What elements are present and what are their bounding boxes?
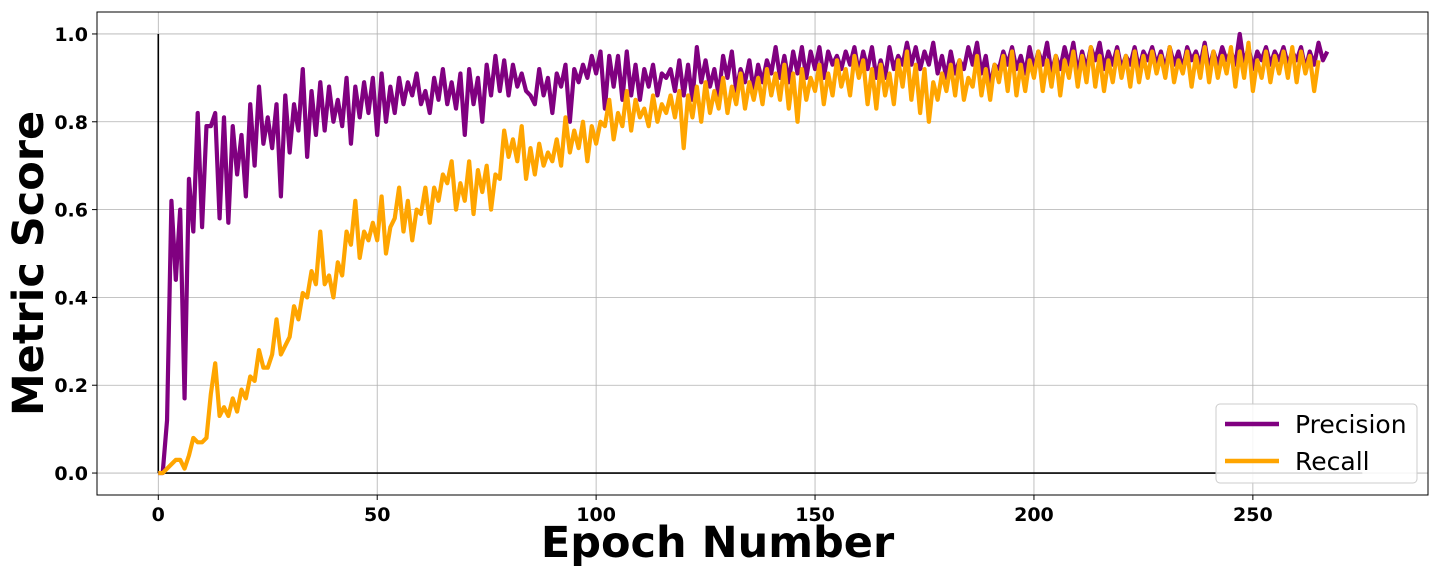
x-tick-label: 200 (1014, 504, 1054, 526)
series-line-recall (158, 40, 1321, 476)
legend-label-precision: Precision (1295, 410, 1407, 439)
x-tick-label: 250 (1233, 504, 1273, 526)
y-tick-label: 0.2 (54, 375, 88, 397)
y-tick-label: 1.0 (54, 24, 88, 46)
plot-frame (96, 11, 1429, 496)
reference-lines (157, 33, 1363, 474)
y-tick-label: 0.0 (54, 463, 88, 485)
y-tick-label: 0.6 (54, 200, 88, 222)
x-tick-label: 150 (795, 504, 835, 526)
x-tick-label: 100 (576, 504, 616, 526)
y-tick-label: 0.4 (54, 287, 88, 309)
series-lines (158, 31, 1330, 476)
x-axis-ticks: 0 50 100 150 200 250 (152, 495, 1273, 526)
x-tick-label: 0 (152, 504, 165, 526)
y-axis-ticks: 0.0 0.2 0.4 0.6 0.8 1.0 (54, 24, 97, 485)
y-axis-title: Metric Score (4, 111, 54, 416)
y-tick-label: 0.8 (54, 112, 88, 134)
legend: Precision Recall (1215, 403, 1418, 484)
x-axis-title: Epoch Number (541, 518, 895, 568)
x-tick-label: 50 (364, 504, 390, 526)
legend-label-recall: Recall (1295, 447, 1370, 476)
